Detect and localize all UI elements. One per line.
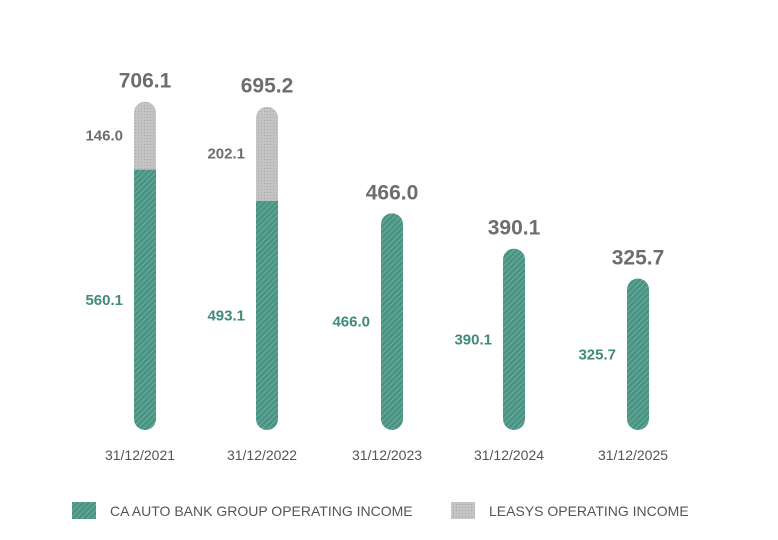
total-label: 706.1: [119, 70, 172, 93]
legend-swatch-leasys: [451, 502, 475, 519]
legend-label-leasys: LEASYS OPERATING INCOME: [489, 503, 689, 519]
bar-ca-auto-bank: [381, 213, 403, 430]
total-label: 390.1: [488, 217, 541, 240]
bar-group: [503, 248, 525, 430]
value-label-ca-auto-bank: 325.7: [578, 346, 616, 363]
bar-ca-auto-bank: [256, 200, 278, 430]
x-tick-label: 31/12/2025: [598, 447, 668, 463]
value-label-leasys: 202.1: [207, 146, 245, 163]
x-tick-label: 31/12/2021: [105, 447, 175, 463]
legend-label-ca-auto-bank: CA AUTO BANK GROUP OPERATING INCOME: [110, 503, 413, 519]
bar-leasys: [256, 106, 278, 201]
legend: CA AUTO BANK GROUP OPERATING INCOME LEAS…: [72, 502, 689, 519]
total-label: 325.7: [612, 247, 665, 270]
value-label-ca-auto-bank: 493.1: [207, 307, 245, 324]
bar-leasys: [134, 101, 156, 170]
bar-group: [627, 278, 649, 430]
x-tick-label: 31/12/2022: [227, 447, 297, 463]
x-tick-label: 31/12/2024: [474, 447, 544, 463]
bar-ca-auto-bank: [627, 278, 649, 430]
bar-ca-auto-bank: [503, 248, 525, 430]
x-tick-label: 31/12/2023: [352, 447, 422, 463]
bar-group: [134, 101, 156, 430]
value-label-ca-auto-bank: 466.0: [332, 314, 370, 331]
bar-group: [381, 213, 403, 430]
bar-group: [256, 106, 278, 430]
bar-ca-auto-bank: [134, 169, 156, 430]
value-label-ca-auto-bank: 390.1: [454, 331, 492, 348]
value-label-leasys: 146.0: [85, 128, 123, 145]
value-label-ca-auto-bank: 560.1: [85, 292, 123, 309]
legend-swatch-ca-auto-bank: [72, 502, 96, 519]
total-label: 695.2: [241, 75, 294, 98]
total-label: 466.0: [366, 181, 419, 204]
